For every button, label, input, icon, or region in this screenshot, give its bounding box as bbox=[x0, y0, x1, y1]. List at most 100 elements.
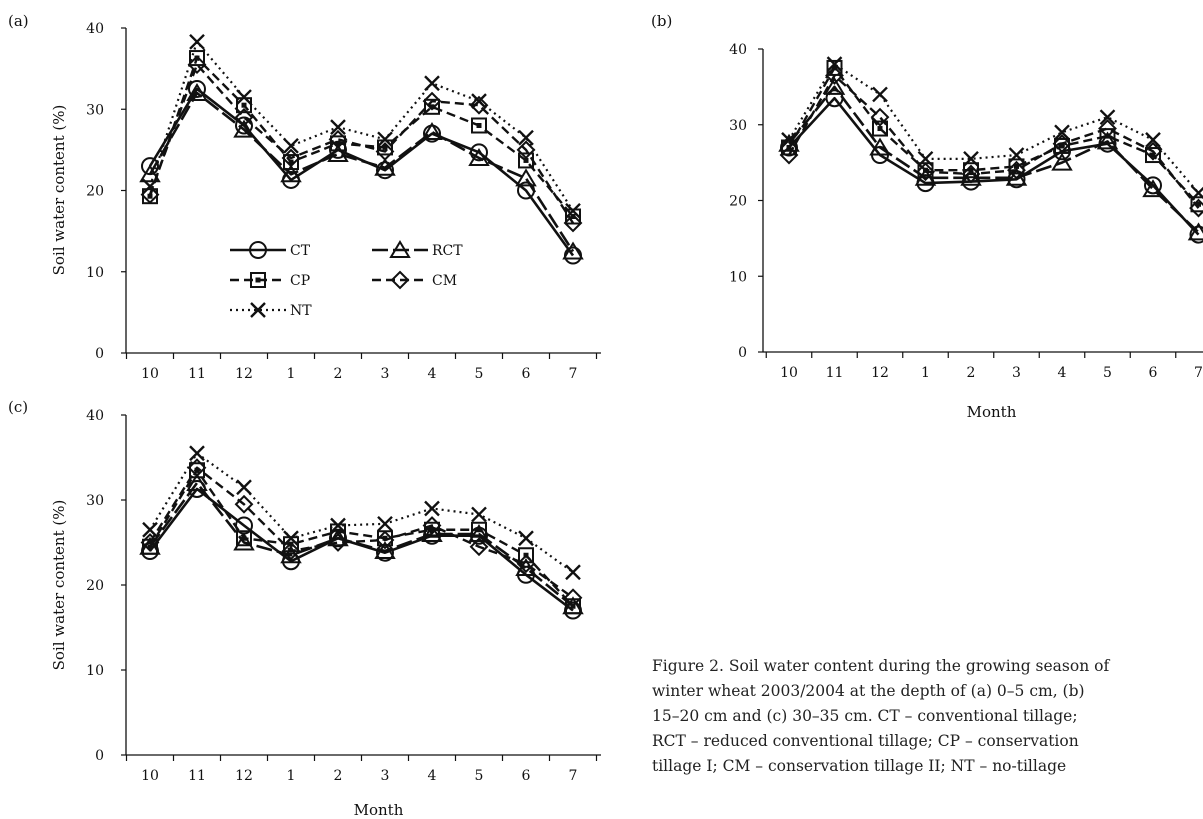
panel-label: (c) bbox=[8, 398, 28, 416]
series-line-nt bbox=[148, 40, 574, 212]
data-point-nt bbox=[189, 445, 205, 462]
series-line-cm bbox=[787, 74, 1200, 209]
data-point-nt bbox=[236, 479, 252, 496]
y-tick-label: 40 bbox=[86, 21, 104, 37]
data-point-cm bbox=[1098, 119, 1117, 138]
data-point-rct bbox=[186, 473, 208, 491]
y-tick-label: 10 bbox=[86, 663, 104, 679]
x-tick-label: 2 bbox=[334, 366, 343, 382]
series-line-ct bbox=[148, 487, 574, 612]
data-point-nt bbox=[283, 137, 299, 154]
data-point-rct bbox=[233, 119, 255, 138]
data-point-rct bbox=[280, 164, 302, 183]
data-point-nt bbox=[963, 150, 979, 167]
data-point-cm bbox=[516, 554, 536, 574]
data-point-cp bbox=[189, 462, 205, 479]
legend-label-nt: NT bbox=[290, 303, 312, 319]
data-point-rct bbox=[1005, 167, 1028, 186]
y-axis-label: Soil water content (%) bbox=[50, 105, 68, 276]
series-cm bbox=[140, 458, 583, 608]
y-tick-label: 10 bbox=[86, 265, 104, 281]
x-tick-label: 5 bbox=[475, 768, 484, 784]
x-tick-label: 1 bbox=[287, 366, 296, 382]
legend-marker-cp bbox=[250, 272, 266, 288]
data-point-cm bbox=[234, 107, 254, 127]
data-point-cm bbox=[469, 537, 489, 557]
data-point-rct bbox=[327, 143, 349, 162]
figure-caption: Figure 2. Soil water content during the … bbox=[652, 657, 1110, 775]
data-point-nt bbox=[142, 178, 158, 195]
x-tick-label: 6 bbox=[522, 768, 531, 784]
series-nt bbox=[142, 33, 581, 219]
data-point-cp bbox=[471, 117, 487, 134]
data-point-rct bbox=[374, 157, 396, 176]
x-axis-label: Month bbox=[967, 403, 1017, 421]
x-tick-label: 4 bbox=[428, 768, 437, 784]
data-point-cm bbox=[779, 145, 799, 165]
legend: CT RCT CP CM NT bbox=[230, 240, 463, 319]
x-tick-label: 7 bbox=[1194, 365, 1203, 381]
x-tick-label: 10 bbox=[141, 366, 159, 382]
data-point-nt bbox=[1008, 147, 1025, 163]
data-point-cm bbox=[516, 140, 536, 160]
data-point-cm bbox=[187, 458, 207, 478]
legend-marker-ct bbox=[249, 241, 267, 259]
x-tick-label: 3 bbox=[1012, 365, 1021, 381]
y-tick-label: 0 bbox=[738, 345, 747, 361]
data-point-nt bbox=[781, 132, 797, 148]
series-ct bbox=[780, 89, 1203, 244]
data-point-rct bbox=[421, 122, 443, 140]
data-point-cm bbox=[328, 129, 348, 149]
series-line-cm bbox=[148, 466, 574, 599]
data-point-ct bbox=[1144, 176, 1162, 195]
legend-label-cp: CP bbox=[290, 273, 310, 289]
data-point-cm bbox=[1143, 141, 1163, 161]
data-point-cm bbox=[1052, 134, 1072, 154]
series-line-cp bbox=[787, 66, 1200, 206]
x-tick-label: 12 bbox=[871, 365, 889, 381]
series-line-rct bbox=[787, 85, 1200, 234]
data-point-cp bbox=[189, 50, 205, 67]
data-point-rct bbox=[233, 532, 255, 551]
data-point-cp bbox=[283, 154, 299, 171]
legend-label-ct: CT bbox=[290, 243, 311, 259]
data-point-cp bbox=[872, 120, 888, 137]
data-point-cm bbox=[870, 107, 890, 127]
series-cm bbox=[779, 66, 1203, 218]
x-tick-label: 1 bbox=[287, 768, 296, 784]
x-tick-label: 7 bbox=[569, 768, 578, 784]
legend-label-cm: CM bbox=[432, 273, 457, 289]
data-point-cp bbox=[236, 530, 252, 547]
data-point-nt bbox=[330, 517, 346, 534]
series-line-ct bbox=[148, 87, 575, 257]
data-point-cm bbox=[469, 95, 489, 115]
x-tick-label: 5 bbox=[1103, 365, 1112, 381]
data-point-nt bbox=[518, 530, 534, 547]
series-line-cp bbox=[148, 56, 574, 218]
x-tick-label: 11 bbox=[826, 365, 844, 381]
series-line-nt bbox=[788, 63, 1200, 194]
legend-marker-cm bbox=[390, 270, 410, 290]
x-tick-label: 3 bbox=[381, 366, 390, 382]
data-point-nt bbox=[142, 521, 158, 538]
data-point-cp bbox=[424, 98, 440, 115]
data-point-cm bbox=[375, 142, 395, 161]
y-tick-label: 0 bbox=[95, 346, 104, 362]
y-axis-label: Soil water content (%) bbox=[50, 500, 68, 671]
series-cp bbox=[781, 59, 1203, 213]
data-point-nt bbox=[826, 56, 843, 72]
data-point-cp bbox=[471, 521, 487, 538]
x-tick-label: 2 bbox=[967, 365, 976, 381]
data-point-nt bbox=[377, 131, 393, 148]
data-point-rct bbox=[1096, 131, 1119, 150]
series-nt bbox=[781, 56, 1203, 201]
data-point-rct bbox=[562, 241, 584, 260]
data-point-rct bbox=[1051, 152, 1073, 171]
data-point-ct bbox=[235, 116, 253, 135]
data-point-rct bbox=[468, 524, 490, 542]
x-tick-label: 3 bbox=[381, 768, 390, 784]
series-line-ct bbox=[788, 96, 1200, 236]
